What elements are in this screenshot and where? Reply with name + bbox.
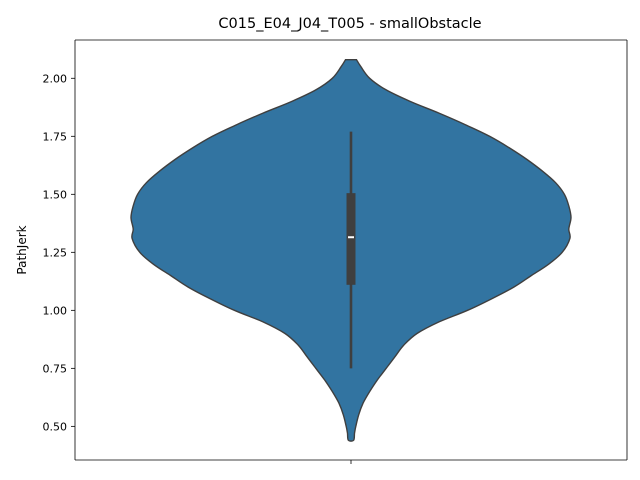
y-tick-label: 2.00 <box>43 72 68 85</box>
chart-title: C015_E04_J04_T005 - smallObstacle <box>218 16 481 32</box>
y-axis-label: PathJerk <box>15 225 29 274</box>
iqr-box <box>346 193 356 285</box>
y-tick-label: 1.50 <box>43 188 68 201</box>
y-axis: 0.50 0.75 1.00 1.25 1.50 1.75 2.00 <box>43 72 75 433</box>
y-tick-label: 1.25 <box>43 246 68 259</box>
plot-area <box>130 59 572 442</box>
y-tick-label: 1.75 <box>43 130 68 143</box>
y-tick-label: 0.50 <box>43 420 68 433</box>
y-tick-label: 1.00 <box>43 304 68 317</box>
y-tick-label: 0.75 <box>43 362 68 375</box>
axes-frame <box>74 39 628 461</box>
